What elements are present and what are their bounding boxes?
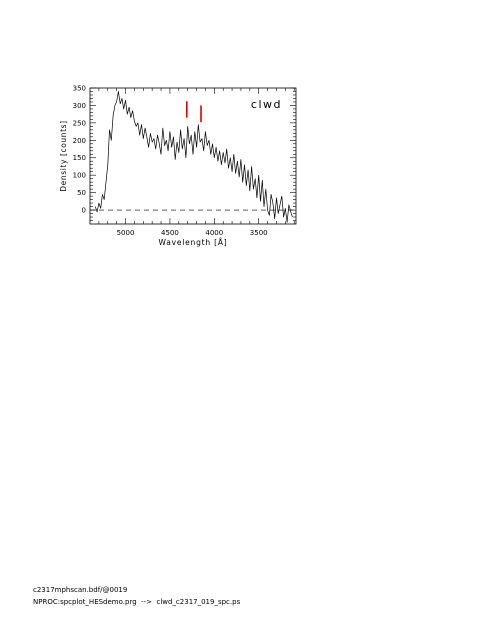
- x-tick-label: 5000: [117, 229, 135, 237]
- footer-process-info: NPROC:spcplot_HESdemo.prg --> clwd_c2317…: [33, 598, 241, 606]
- y-tick-label: 50: [77, 189, 86, 197]
- y-axis-label: Density [counts]: [59, 120, 68, 191]
- footer-source-file: c2317mphscan.bdf/@0019: [33, 586, 128, 594]
- plot-frame: [89, 87, 297, 225]
- y-tick-label: 0: [82, 207, 86, 215]
- y-tick-label: 100: [73, 172, 86, 180]
- line-markers: [185, 101, 202, 123]
- y-tick-labels: 0 50 100 150 200 250 300 350: [73, 85, 86, 215]
- spectrum-line: [94, 91, 293, 223]
- y-tick-label: 200: [73, 137, 86, 145]
- y-tick-label: 350: [73, 85, 86, 93]
- x-tick-labels: 5000 4500 4000 3500: [117, 229, 268, 237]
- y-tick-label: 250: [73, 119, 86, 127]
- x-tick-label: 3500: [250, 229, 268, 237]
- x-tick-label: 4000: [205, 229, 223, 237]
- y-tick-label: 150: [73, 154, 86, 162]
- y-tick-label: 300: [73, 102, 86, 110]
- object-annotation: clwd: [251, 98, 282, 111]
- x-tick-label: 4500: [161, 229, 179, 237]
- x-axis-label: Wavelength [Å]: [158, 238, 227, 247]
